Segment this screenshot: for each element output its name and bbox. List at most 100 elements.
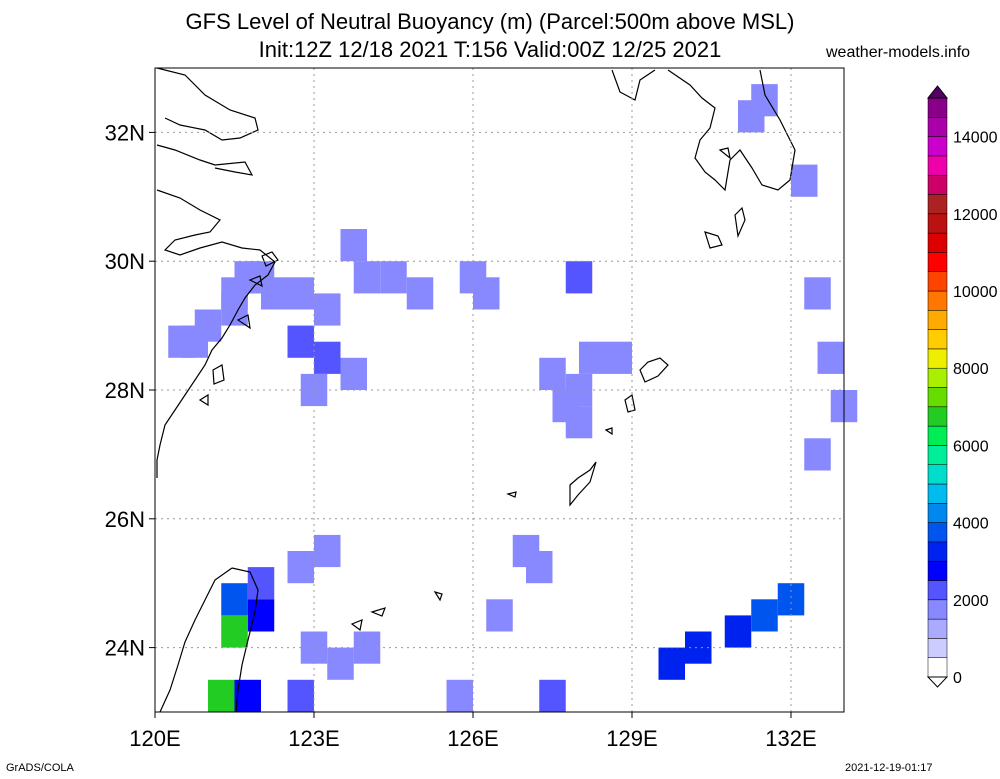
colorbar-swatch [927,464,948,485]
shaded-cell [526,551,553,584]
colorbar-swatch [927,174,948,195]
shaded-cell [314,341,341,374]
colorbar-swatch [927,194,948,215]
colorbar-label: 0 [953,670,962,687]
shaded-cell [804,277,831,310]
colorbar-swatch [927,232,948,253]
kyushu-coastline [611,69,796,192]
colorbar-label: 2000 [953,593,989,610]
lat-tick-label: 30N [105,249,145,274]
colorbar-swatch [927,329,948,350]
colorbar-swatch [927,290,948,311]
map-grid [154,68,844,712]
coastlines [156,67,796,713]
shaded-cell [579,341,606,374]
shaded-field [168,84,858,712]
colorbar-swatch [927,580,948,601]
shaded-cell [804,438,831,471]
colorbar-swatch [927,560,948,581]
colorbar: 0 2000 4000 6000 8000 10000 12000 14000 [926,85,998,688]
colorbar-swatch [927,541,948,562]
colorbar-swatch [927,638,948,658]
zhejiang-islands [198,251,279,407]
shaded-cell [247,599,275,632]
render-timestamp: 2021-12-19-01:17 [845,762,933,774]
shaded-cell [724,615,752,648]
colorbar-label: 8000 [953,361,989,378]
shaded-cell [473,277,500,310]
shaded-cell [314,534,341,568]
shaded-cell [817,341,844,374]
colorbar-max-arrow [926,85,949,99]
shaded-cell [261,277,288,310]
shaded-cell [221,293,248,326]
chart-subtitle: Init:12Z 12/18 2021 T:156 Valid:00Z 12/2… [258,37,722,62]
lat-tick-label: 28N [105,378,145,403]
colorbar-swatch [927,367,948,388]
colorbar-swatch [927,522,948,543]
shaded-cell [738,100,765,133]
shaded-cell [247,567,275,600]
colorbar-label: 14000 [953,130,998,147]
shaded-cell [340,229,367,262]
shaded-cell [287,325,314,358]
shaded-cell [314,293,341,326]
shaded-cell [777,583,805,616]
shaded-cell [327,647,354,680]
shaded-cell [208,679,235,712]
colorbar-label: 4000 [953,516,989,533]
shaded-cell [791,164,818,197]
shaded-cell [380,261,407,294]
lat-tick-label: 26N [105,507,145,532]
shaded-cell [658,647,685,680]
lat-tick-label: 24N [105,636,145,661]
colorbar-label: 10000 [953,284,998,301]
china-coastline [156,67,276,478]
shaded-cell [539,357,566,390]
colorbar-swatch [927,387,948,408]
colorbar-swatch [927,348,948,369]
shaded-cell [605,341,632,374]
shaded-cell [221,583,248,616]
shaded-cell [221,615,248,648]
shaded-cell [539,679,566,712]
colorbar-min-arrow [926,676,949,688]
colorbar-swatch [927,136,948,157]
colorbar-swatch [927,117,948,137]
colorbar-swatch [927,155,948,176]
shaded-cell [565,406,593,439]
colorbar-swatch [927,483,948,504]
colorbar-swatch [927,213,948,234]
colorbar-label: 6000 [953,438,989,455]
colorbar-swatch [927,503,948,523]
shaded-cell [287,551,314,584]
shaded-cell [406,277,434,310]
colorbar-swatch [927,425,948,446]
shaded-cell [287,679,314,712]
axis-ticks: 120E 123E 126E 129E 132E 24N 26N 28N 30N 32N [105,120,817,751]
lon-tick-label: 126E [447,726,498,751]
taiwan-coastline [159,567,259,713]
shaded-cell [446,679,473,712]
lon-tick-label: 129E [606,726,657,751]
shaded-cell [751,599,778,632]
colorbar-swatch [927,97,948,118]
shaded-cell [194,309,222,342]
colorbar-swatch [927,599,948,620]
lon-tick-label: 123E [288,726,339,751]
chart-title: GFS Level of Neutral Buoyancy (m) (Parce… [185,9,795,34]
shaded-cell [565,261,593,294]
software-credit: GrADS/COLA [6,762,74,774]
colorbar-swatch [927,657,948,678]
lat-tick-label: 32N [105,120,145,145]
shaded-cell [486,599,513,632]
lon-tick-label: 120E [129,726,180,751]
shaded-cell [340,357,367,390]
shaded-cell [287,277,314,310]
ryukyu-islands [350,147,746,632]
shaded-cell [353,261,381,294]
colorbar-swatch [927,445,948,465]
colorbar-swatch [927,618,948,639]
colorbar-swatch [927,271,948,292]
